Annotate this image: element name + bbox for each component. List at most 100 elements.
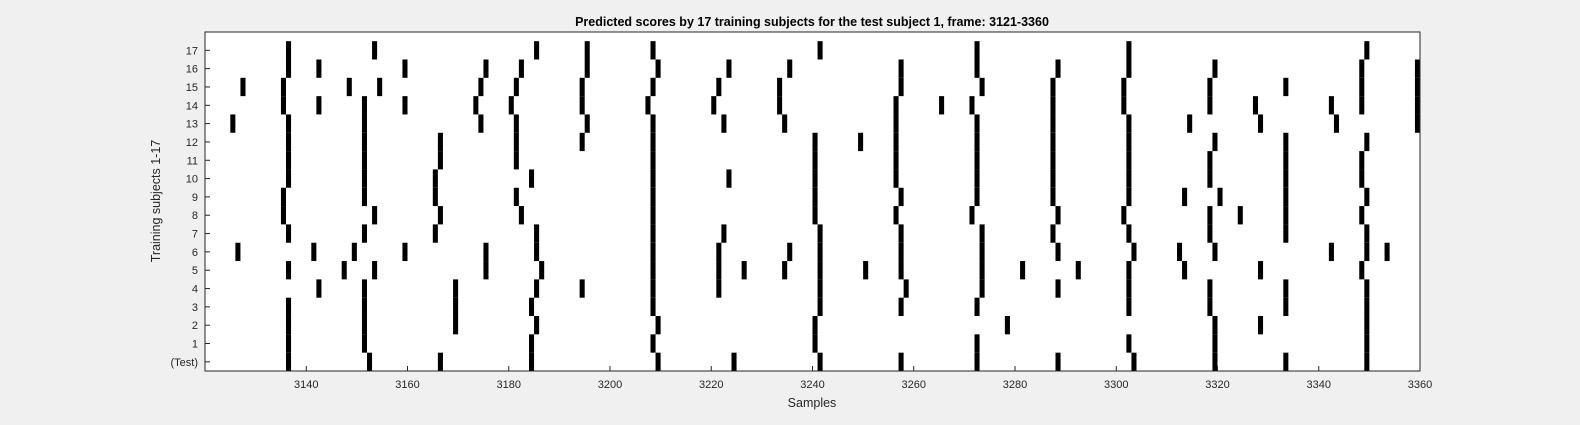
mark-row-15-x-3319 [1207, 77, 1213, 97]
mark-row-10-x-3303 [1126, 169, 1132, 188]
mark-row-8-x-3325 [1237, 206, 1243, 225]
mark-row-8-x-3136 [280, 206, 286, 225]
mark-row-2-x-3137 [286, 316, 292, 335]
mark-row-9-x-3258 [898, 187, 904, 207]
mark-row-1-x-3152 [361, 334, 367, 353]
mark-row-17-x-3154 [372, 41, 378, 60]
y-axis-label: Training subjects 1-17 [149, 140, 163, 263]
y-tick-label: 3 [192, 302, 198, 314]
mark-row-15-x-3302 [1121, 77, 1127, 97]
mark-row-14-x-3266 [939, 96, 945, 115]
mark-row-9-x-3273 [974, 187, 980, 207]
mark-row-4-x-3350 [1364, 279, 1370, 298]
mark-row-6-x-3258 [898, 242, 904, 262]
mark-row-12-x-3334 [1283, 132, 1289, 152]
y-tick-label: 10 [186, 174, 198, 186]
mark-row-14-x-3160 [402, 96, 408, 115]
y-tick-label: 1 [192, 339, 198, 351]
mark-row-11-x-3152 [361, 151, 367, 170]
mark-row-15-x-3175 [478, 77, 484, 97]
y-tick-label: 4 [192, 284, 198, 296]
x-axis-label: Samples [788, 396, 837, 410]
mark-row-14-x-3343 [1328, 96, 1334, 115]
mark-row-13-x-3223 [721, 114, 727, 133]
mark-row-8-x-3289 [1055, 206, 1061, 225]
y-tick-label: 6 [192, 247, 198, 259]
mark-row-15-x-3258 [898, 77, 904, 97]
mark-row-8-x-3257 [893, 206, 899, 225]
mark-row-14-x-3174 [473, 96, 479, 115]
mark-row-10-x-3257 [893, 169, 899, 188]
mark-row-0-x-3137 [286, 352, 292, 371]
mark-row-2-x-3320 [1212, 316, 1218, 335]
mark-row-6-x-3127 [235, 242, 241, 262]
mark-row-8-x-3167 [437, 206, 443, 225]
mark-row-12-x-3273 [974, 132, 980, 152]
mark-row-4-x-3242 [817, 279, 823, 298]
mark-row-1-x-3185 [529, 334, 535, 353]
mark-row-16-x-3273 [974, 59, 980, 78]
mark-row-5-x-3242 [817, 261, 823, 280]
mark-row-16-x-3258 [898, 59, 904, 78]
mark-row-4-x-3259 [903, 279, 909, 298]
mark-row-7-x-3152 [361, 224, 367, 243]
mark-row-16-x-3160 [402, 59, 408, 78]
mark-row-5-x-3222 [716, 261, 722, 280]
mark-row-11-x-3288 [1050, 151, 1056, 170]
mark-row-7-x-3303 [1126, 224, 1132, 243]
mark-row-17-x-3273 [974, 41, 980, 60]
mark-row-11-x-3241 [812, 151, 818, 170]
mark-row-16-x-3349 [1359, 59, 1365, 78]
mark-row-13-x-3303 [1126, 114, 1132, 133]
mark-row-13-x-3209 [650, 114, 656, 133]
mark-row-6-x-3222 [716, 242, 722, 262]
mark-row-13-x-3288 [1050, 114, 1056, 133]
mark-row-0-x-3304 [1131, 352, 1137, 371]
mark-row-5-x-3349 [1359, 261, 1365, 280]
mark-row-14-x-3328 [1252, 96, 1258, 115]
mark-row-2-x-3350 [1364, 316, 1370, 335]
y-tick-label: 12 [186, 137, 198, 149]
mark-row-5-x-3314 [1182, 261, 1188, 280]
mark-row-5-x-3303 [1126, 261, 1132, 280]
mark-row-13-x-3344 [1333, 114, 1339, 133]
mark-row-6-x-3160 [402, 242, 408, 262]
mark-row-5-x-3227 [741, 261, 747, 280]
mark-row-8-x-3154 [372, 206, 378, 225]
mark-row-5-x-3251 [863, 261, 869, 280]
mark-row-15-x-3334 [1283, 77, 1289, 97]
mark-row-7-x-3319 [1207, 224, 1213, 243]
mark-row-0-x-3334 [1283, 352, 1289, 371]
mark-row-4-x-3274 [979, 279, 985, 298]
mark-row-12-x-3288 [1050, 132, 1056, 152]
mark-row-16-x-3224 [726, 59, 732, 78]
mark-row-0-x-3225 [731, 352, 737, 371]
mark-row-11-x-3319 [1207, 151, 1213, 170]
mark-row-16-x-3360 [1414, 59, 1420, 78]
mark-row-6-x-3242 [817, 242, 823, 262]
mark-row-11-x-3182 [513, 151, 519, 170]
mark-row-3-x-3209 [650, 297, 656, 317]
mark-row-2-x-3241 [812, 316, 818, 335]
mark-row-12-x-3241 [812, 132, 818, 152]
mark-row-2-x-3329 [1258, 316, 1264, 335]
y-tick-label: 15 [186, 82, 198, 94]
mark-row-13-x-3126 [230, 114, 236, 133]
mark-row-11-x-3349 [1359, 151, 1365, 170]
mark-row-9-x-3350 [1364, 187, 1370, 207]
mark-row-6-x-3289 [1055, 242, 1061, 262]
mark-row-10-x-3273 [974, 169, 980, 188]
mark-row-8-x-3302 [1121, 206, 1127, 225]
mark-row-8-x-3241 [812, 206, 818, 225]
mark-row-9-x-3136 [280, 187, 286, 207]
mark-row-11-x-3334 [1283, 151, 1289, 170]
mark-row-15-x-3349 [1359, 77, 1365, 97]
y-tick-label: 14 [186, 100, 198, 112]
mark-row-3-x-3334 [1283, 297, 1289, 317]
mark-row-7-x-3223 [721, 224, 727, 243]
mark-row-9-x-3288 [1050, 187, 1056, 207]
mark-row-11-x-3209 [650, 151, 656, 170]
mark-row-1-x-3320 [1212, 334, 1218, 353]
mark-row-6-x-3150 [351, 242, 357, 262]
